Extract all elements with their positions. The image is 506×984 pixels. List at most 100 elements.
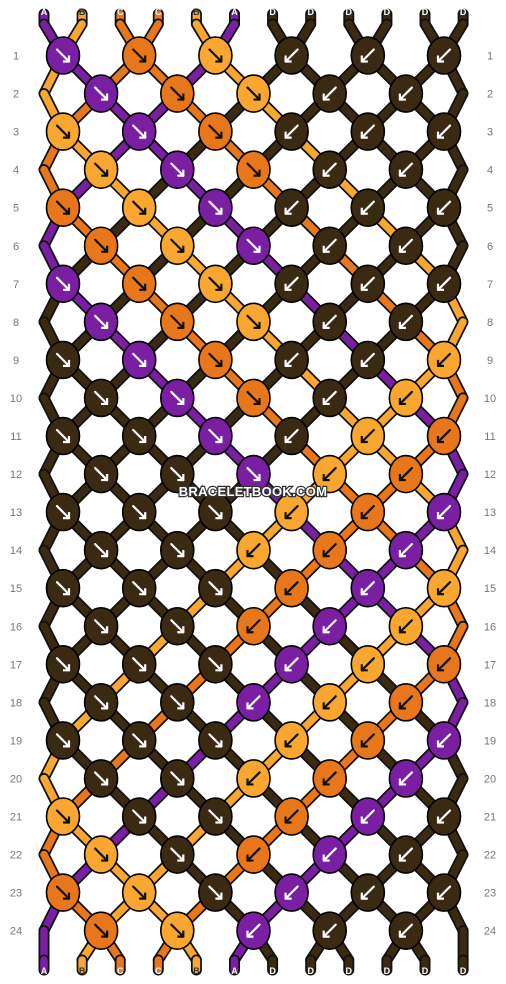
row-number-right: 5 [487, 203, 493, 215]
knot-arrow-head [360, 55, 368, 63]
strand-label-bottom: B [193, 966, 200, 976]
knot-arrow-head [101, 245, 109, 253]
knot-arrow-head [436, 207, 444, 215]
knot-arrow-head [322, 778, 330, 786]
knot-arrow-head [436, 892, 444, 900]
strand-label-top: D [422, 7, 429, 17]
row-number-right: 22 [484, 850, 496, 862]
knot-arrow-icon [360, 581, 375, 596]
knot-arrow-icon [208, 352, 223, 367]
knot-arrow-head [253, 321, 261, 329]
knot-arrow-head [360, 892, 368, 900]
row-number-right: 21 [484, 812, 496, 824]
knot-arrow-icon [132, 885, 147, 900]
row-number-right: 10 [484, 393, 496, 405]
knot-arrow-icon [284, 352, 299, 367]
knot-arrow-icon [93, 619, 109, 634]
knot-arrow-head [139, 588, 147, 596]
knot-arrow-icon [246, 314, 261, 329]
knot-arrow-icon [55, 885, 71, 900]
knot-arrow-icon [132, 733, 147, 748]
knot-arrow-icon [284, 276, 299, 291]
knot-arrow-icon [436, 352, 452, 367]
knot-arrow-icon [436, 48, 452, 63]
knot-arrow-head [360, 207, 368, 215]
row-number-right: 1 [487, 51, 493, 63]
knot-arrow-head [215, 816, 223, 824]
knot-arrow-icon [208, 809, 223, 824]
knot-arrow-head [101, 321, 109, 329]
knot-arrow-icon [246, 390, 261, 406]
knot-arrow-head [101, 778, 109, 786]
row-number-left: 13 [10, 507, 22, 519]
knot-arrow-icon [170, 695, 185, 710]
knot-arrow-icon [170, 847, 185, 862]
knot-arrow-head [398, 702, 406, 710]
row-number-right: 12 [484, 469, 496, 481]
knot-arrow-icon [93, 390, 109, 406]
strand-label-top: D [346, 7, 353, 17]
knot-arrow-head [322, 550, 330, 558]
knot-arrow-head [360, 664, 368, 672]
knot-arrow-head [177, 854, 185, 862]
row-number-left: 24 [10, 926, 22, 938]
row-number-left: 20 [10, 773, 22, 785]
knot-arrow-icon [208, 581, 223, 596]
knot-arrow-icon [360, 428, 375, 444]
knot-arrow-head [398, 397, 406, 406]
knot-arrow-head [398, 93, 406, 101]
knot-arrow-head [322, 397, 330, 406]
knot-arrow-head [284, 588, 292, 596]
knot-arrow-head [322, 93, 330, 101]
knot-arrow-head [360, 359, 368, 367]
knot-arrow-head [215, 55, 223, 63]
knot-arrow-icon [208, 124, 223, 139]
knot-arrow-icon [436, 505, 452, 520]
knot-arrow-head [177, 474, 185, 482]
knot-arrow-head [436, 740, 444, 748]
knot-arrow-head [63, 436, 71, 444]
knot-arrow-head [360, 816, 368, 824]
knot-arrow-head [63, 892, 71, 900]
knot-arrow-icon [55, 581, 71, 596]
knot-arrow-head [253, 169, 261, 177]
knot-arrow-icon [398, 923, 413, 938]
row-number-left: 5 [13, 203, 19, 215]
knot-arrow-icon [55, 352, 71, 367]
knot-arrow-icon [398, 162, 413, 177]
knot-arrow-head [177, 321, 185, 329]
knot-arrow-head [63, 359, 71, 367]
knot-arrow-head [139, 892, 147, 900]
knot-arrow-icon [322, 314, 337, 329]
knot-arrow-icon [170, 466, 185, 482]
knot-arrow-head [139, 740, 147, 748]
knot-arrow-icon [170, 619, 185, 634]
strand-label-bottom: D [460, 966, 467, 976]
knot-arrow-head [436, 283, 444, 291]
knot-arrow-head [215, 131, 223, 139]
knot-arrow-icon [170, 162, 185, 177]
knot-arrow-icon [322, 162, 337, 177]
knot-arrow-head [177, 397, 185, 406]
knot-arrow-icon [284, 48, 299, 63]
strand-label-top: C [117, 7, 124, 17]
row-number-right: 13 [484, 507, 496, 519]
strand-label-top: D [269, 7, 276, 17]
strand-label-bottom: D [307, 966, 314, 976]
knot-arrow-head [139, 816, 147, 824]
knot-arrow-icon [208, 276, 223, 291]
knot-arrow-head [139, 55, 147, 63]
knot-arrow-icon [436, 581, 452, 596]
row-number-left: 23 [10, 888, 22, 900]
knot-arrow-icon [246, 923, 261, 938]
knot-arrow-icon [93, 543, 109, 558]
knot-arrow-icon [398, 238, 413, 253]
knot-arrow-icon [360, 733, 375, 748]
knot-arrow-head [139, 131, 147, 139]
knot-arrow-head [284, 55, 292, 63]
knot-arrow-head [177, 93, 185, 101]
knot-arrow-head [63, 588, 71, 596]
row-number-right: 4 [487, 165, 493, 177]
knot-arrow-icon [55, 200, 71, 215]
knot-arrow-icon [284, 428, 299, 444]
